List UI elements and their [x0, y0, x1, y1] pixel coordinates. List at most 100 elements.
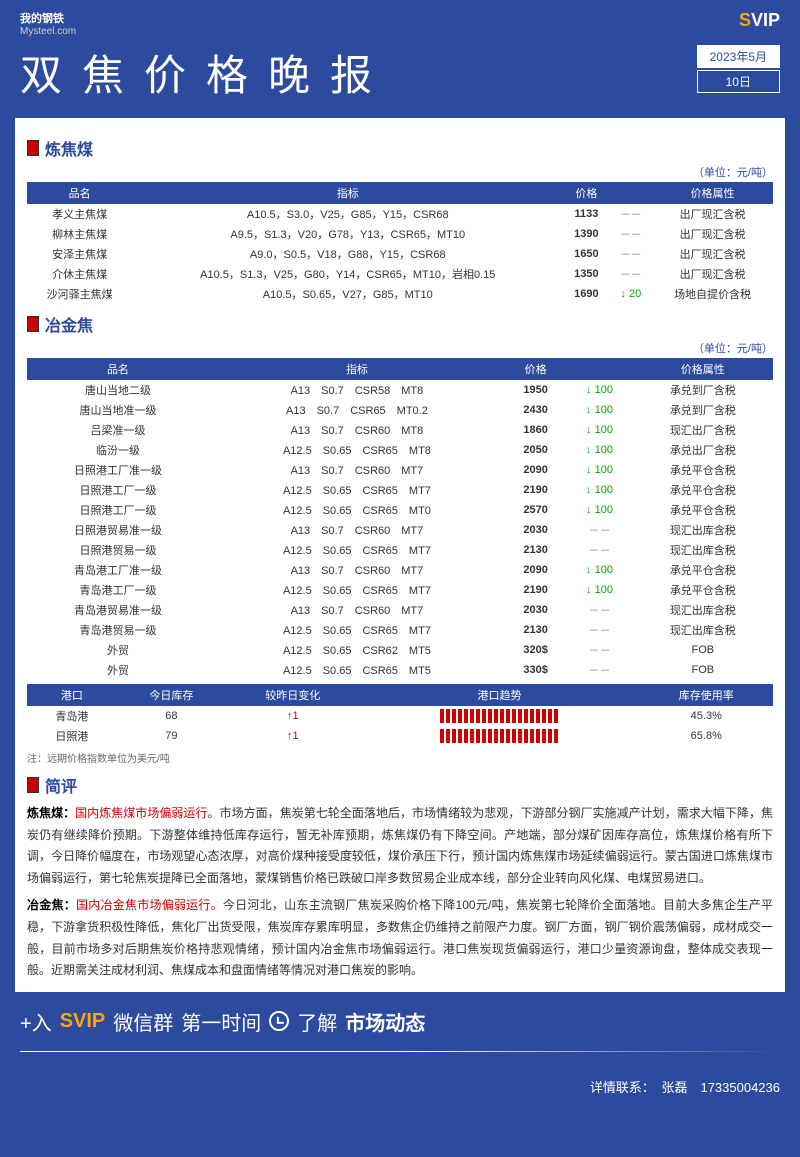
contact-info: 详情联系： 张磊 17335004236 [20, 1077, 780, 1096]
cell: 青岛港贸易一级 [27, 620, 209, 640]
table-row: 日照港79↑165.8% [27, 726, 773, 746]
cell: ↓ 100 [566, 380, 632, 400]
section-name: 冶金焦 [45, 312, 93, 336]
table-row: 青岛港工厂一级A12.5 S0.65 CSR65 MT72190↓ 100承兑平… [27, 580, 773, 600]
table-row: 介休主焦煤A10.5，S1.3，V25，G80，Y14，CSR65，MT10，岩… [27, 264, 773, 284]
cell: 330$ [505, 660, 567, 680]
cell: 2090 [505, 460, 567, 480]
cell: 承兑出厂含税 [633, 440, 773, 460]
cell: ↓ 100 [566, 500, 632, 520]
col-header: 价格 [563, 182, 609, 204]
cell: 1860 [505, 420, 567, 440]
cell: 45.3% [640, 706, 773, 726]
cell: A13 S0.7 CSR65 MT0.2 [209, 400, 505, 420]
unit-label: （单位：元/吨） [27, 340, 773, 356]
col-header: 品名 [27, 358, 209, 380]
cell: 外贸 [27, 660, 209, 680]
col-header: 较昨日变化 [226, 684, 359, 706]
logo-sub: Mysteel.com [20, 26, 780, 37]
cell: A13 S0.7 CSR58 MT8 [209, 380, 505, 400]
cell: A12.5 S0.65 CSR65 MT8 [209, 440, 505, 460]
col-header [610, 182, 653, 204]
cell: ↓ 20 [610, 284, 653, 304]
cell: 1950 [505, 380, 567, 400]
cell: A12.5 S0.65 CSR65 MT5 [209, 660, 505, 680]
col-header: 品名 [27, 182, 132, 204]
cell: 出厂现汇含税 [652, 244, 773, 264]
coking-coal-table: 品名指标价格价格属性孝义主焦煤A10.5，S3.0，V25，G85，Y15，CS… [27, 182, 773, 304]
table-row: 日照港贸易一级A12.5 S0.65 CSR65 MT72130－－现汇出库含税 [27, 540, 773, 560]
col-header: 指标 [132, 182, 563, 204]
cell: A9.5，S1.3，V20，G78，Y13，CSR65，MT10 [132, 224, 563, 244]
table-row: 外贸A12.5 S0.65 CSR65 MT5330$－－FOB [27, 660, 773, 680]
review-p1: 炼焦煤：国内炼焦煤市场偏弱运行。市场方面，焦炭第七轮全面落地后，市场情绪较为悲观… [27, 803, 773, 889]
met-coke-table: 品名指标价格价格属性唐山当地二级A13 S0.7 CSR58 MT81950↓ … [27, 358, 773, 680]
cell: 现汇出库含税 [633, 600, 773, 620]
cell: 承兑到厂含税 [633, 380, 773, 400]
table-row: 青岛港工厂准一级A13 S0.7 CSR60 MT72090↓ 100承兑平仓含… [27, 560, 773, 580]
cell: 1350 [563, 264, 609, 284]
table-row: 日照港贸易准一级A13 S0.7 CSR60 MT72030－－现汇出库含税 [27, 520, 773, 540]
header: 我的钢铁 Mysteel.com SVIP 双焦价格晚报 2023年5月 10日 [0, 0, 800, 118]
marker-icon [27, 140, 39, 156]
cell: 现汇出库含税 [633, 520, 773, 540]
cell: 2570 [505, 500, 567, 520]
cell: A12.5 S0.65 CSR65 MT0 [209, 500, 505, 520]
cell: 唐山当地二级 [27, 380, 209, 400]
cell: 79 [117, 726, 226, 746]
cell: 日照港工厂一级 [27, 480, 209, 500]
cell: A10.5，S1.3，V25，G80，Y14，CSR65，MT10，岩相0.15 [132, 264, 563, 284]
cell: 出厂现汇含税 [652, 264, 773, 284]
cell: 唐山当地准一级 [27, 400, 209, 420]
cell: 出厂现汇含税 [652, 224, 773, 244]
cell: －－ [566, 520, 632, 540]
footer: +入SVIP 微信群第一时间 了解市场动态 详情联系： 张磊 173350042… [0, 992, 800, 1111]
cell: 2190 [505, 580, 567, 600]
col-header: 库存使用率 [640, 684, 773, 706]
cell [360, 706, 640, 726]
table-row: 日照港工厂一级A12.5 S0.65 CSR65 MT72190↓ 100承兑平… [27, 480, 773, 500]
cell: －－ [566, 540, 632, 560]
cell: 日照港工厂一级 [27, 500, 209, 520]
cell: 介休主焦煤 [27, 264, 132, 284]
divider [20, 1051, 780, 1052]
cell: ↓ 100 [566, 580, 632, 600]
cell: 外贸 [27, 640, 209, 660]
cell: 1390 [563, 224, 609, 244]
table-row: 日照港工厂一级A12.5 S0.65 CSR65 MT02570↓ 100承兑平… [27, 500, 773, 520]
col-header [566, 358, 632, 380]
col-header: 今日库存 [117, 684, 226, 706]
table-row: 青岛港贸易准一级A13 S0.7 CSR60 MT72030－－现汇出库含税 [27, 600, 773, 620]
section-title-coking-coal: 炼焦煤 [27, 136, 773, 160]
cell: 青岛港工厂一级 [27, 580, 209, 600]
cell: FOB [633, 660, 773, 680]
svip-badge: SVIP [739, 10, 780, 31]
col-header: 指标 [209, 358, 505, 380]
cell: 2090 [505, 560, 567, 580]
cell: ↑1 [226, 726, 359, 746]
cell: 青岛港工厂准一级 [27, 560, 209, 580]
cell: 青岛港贸易准一级 [27, 600, 209, 620]
cell: A13 S0.7 CSR60 MT7 [209, 460, 505, 480]
cell: A10.5，S3.0，V25，G85，Y15，CSR68 [132, 204, 563, 224]
table-row: 唐山当地二级A13 S0.7 CSR58 MT81950↓ 100承兑到厂含税 [27, 380, 773, 400]
cell: ↓ 100 [566, 400, 632, 420]
table-row: 孝义主焦煤A10.5，S3.0，V25，G85，Y15，CSR681133－－出… [27, 204, 773, 224]
cell: 现汇出厂含税 [633, 420, 773, 440]
cell: 1650 [563, 244, 609, 264]
trend-bars [440, 709, 560, 723]
table-row: 青岛港68↑145.3% [27, 706, 773, 726]
cell: 承兑到厂含税 [633, 400, 773, 420]
table-row: 柳林主焦煤A9.5，S1.3，V20，G78，Y13，CSR65，MT10139… [27, 224, 773, 244]
cell: 现汇出库含税 [633, 620, 773, 640]
content: 炼焦煤 （单位：元/吨） 品名指标价格价格属性孝义主焦煤A10.5，S3.0，V… [15, 118, 785, 992]
cell: ↓ 100 [566, 460, 632, 480]
cell: 2130 [505, 620, 567, 640]
logo: 我的钢铁 [20, 10, 780, 26]
footer-promo: +入SVIP 微信群第一时间 了解市场动态 [20, 1007, 780, 1036]
table-row: 青岛港贸易一级A12.5 S0.65 CSR65 MT72130－－现汇出库含税 [27, 620, 773, 640]
cell: 出厂现汇含税 [652, 204, 773, 224]
cell: 2030 [505, 600, 567, 620]
review-p2: 冶金焦：国内冶金焦市场偏弱运行。今日河北，山东主流钢厂焦炭采购价格下降100元/… [27, 895, 773, 981]
cell: A13 S0.7 CSR60 MT8 [209, 420, 505, 440]
